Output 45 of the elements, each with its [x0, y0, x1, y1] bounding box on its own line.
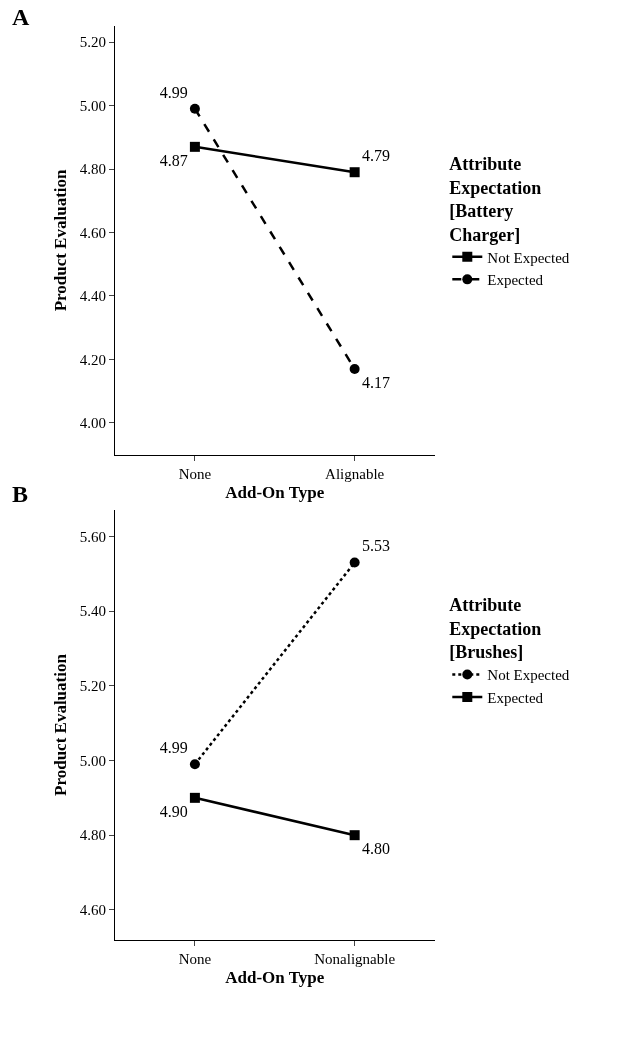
y-axis-title: Product Evaluation: [51, 168, 71, 312]
y-tick-label: 5.20: [79, 34, 107, 51]
data-label: 4.99: [159, 83, 188, 101]
point: [189, 792, 200, 803]
y-tick-label: 4.60: [79, 902, 107, 919]
chart-title: A: [12, 4, 30, 30]
x-axis-title: Add-On Type: [225, 483, 325, 503]
y-tick-label: 4.20: [79, 351, 107, 368]
data-label: 4.90: [159, 803, 188, 821]
x-tick-label: Alignable: [325, 465, 385, 482]
legend-title: Attribute Expectation [Brushes]: [449, 595, 542, 663]
data-label: 4.17: [361, 374, 390, 392]
point: [189, 759, 200, 770]
point: [189, 103, 200, 114]
legend-title: Attribute Expectation [Battery Charger]: [449, 154, 542, 245]
y-tick-label: 5.40: [79, 603, 107, 620]
point: [349, 830, 360, 841]
data-label: 4.80: [361, 840, 390, 858]
chart-title: B: [12, 481, 29, 507]
point: [349, 557, 360, 568]
y-axis-title: Product Evaluation: [51, 653, 71, 796]
point: [349, 363, 360, 374]
x-tick-label: None: [178, 465, 212, 482]
point: [349, 167, 360, 178]
data-label: 5.53: [361, 537, 390, 555]
y-tick-label: 5.20: [79, 678, 107, 695]
y-tick-label: 4.80: [79, 161, 107, 178]
x-tick-label: None: [178, 950, 212, 967]
legend-label: Not Expected: [487, 667, 570, 684]
y-tick-label: 4.00: [79, 415, 107, 432]
y-tick-label: 4.80: [79, 827, 107, 844]
data-label: 4.99: [159, 738, 188, 756]
legend-label: Expected: [487, 689, 544, 706]
y-tick-label: 5.00: [79, 752, 107, 769]
y-tick-label: 5.00: [79, 97, 107, 114]
x-tick-label: Nonalignable: [314, 950, 396, 967]
y-tick-label: 4.60: [79, 224, 107, 241]
y-tick-label: 4.40: [79, 288, 107, 305]
x-axis-title: Add-On Type: [225, 968, 325, 988]
legend-label: Not Expected: [487, 249, 570, 266]
point: [189, 141, 200, 152]
data-label: 4.87: [159, 152, 188, 170]
legend-label: Expected: [487, 272, 544, 289]
data-label: 4.79: [361, 146, 390, 164]
y-tick-label: 5.60: [79, 528, 107, 545]
